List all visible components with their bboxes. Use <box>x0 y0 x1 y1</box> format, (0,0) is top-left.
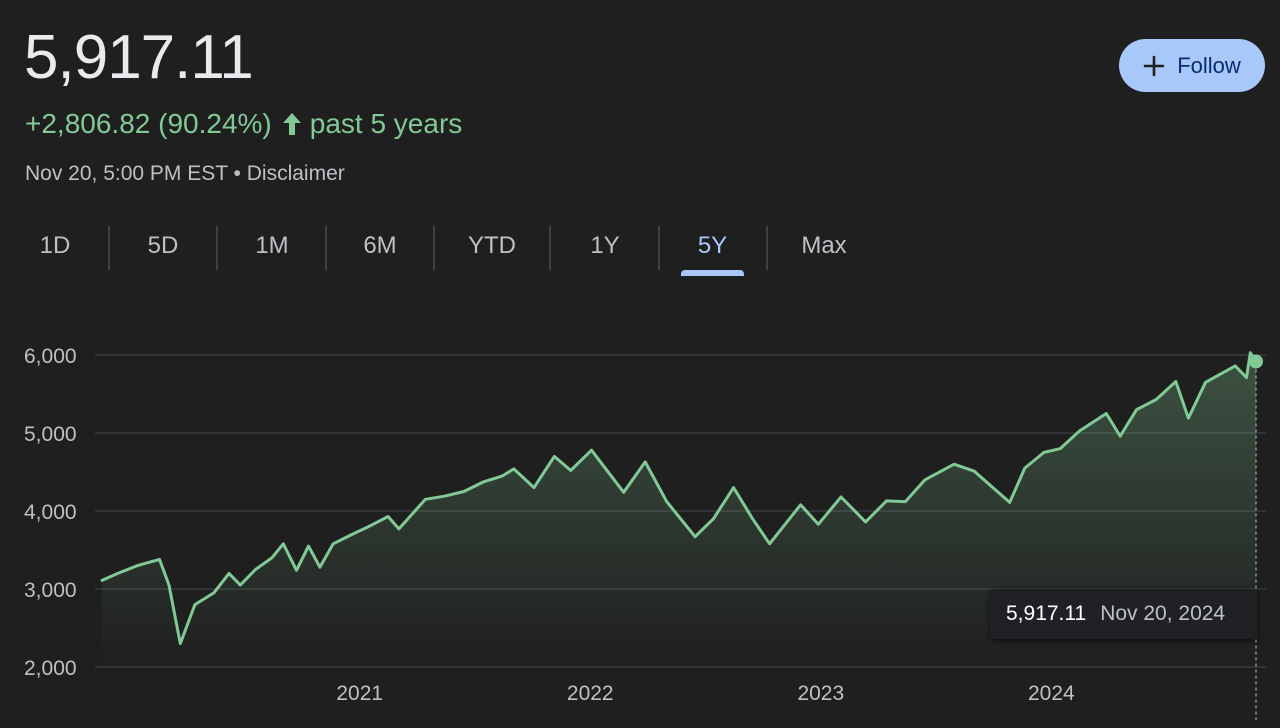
plus-icon <box>1143 55 1165 76</box>
price-area <box>102 352 1256 667</box>
hover-point <box>1249 354 1263 369</box>
tooltip-date: Nov 20, 2024 <box>1100 602 1226 625</box>
timestamp-text: Nov 20, 5:00 PM EST • <box>25 162 241 185</box>
time-range-tabs: 1D 5D 1M 6M YTD 1Y 5Y Max <box>0 222 880 276</box>
follow-label: Follow <box>1177 52 1241 78</box>
price-chart[interactable]: 2,000 3,000 4,000 5,000 6,000 2021 2022 2023 20… <box>0 330 1280 728</box>
y-tick-label: 5,000 <box>24 423 77 446</box>
x-tick-label: 2023 <box>797 682 844 705</box>
y-tick-label: 4,000 <box>24 501 77 524</box>
tab-divider <box>549 226 551 270</box>
tab-max[interactable]: Max <box>801 232 847 259</box>
y-tick-label: 2,000 <box>24 657 77 680</box>
tab-divider <box>216 226 218 270</box>
quote-timestamp: Nov 20, 5:00 PM EST • Disclaimer <box>25 160 345 188</box>
tab-1d[interactable]: 1D <box>39 232 71 259</box>
price-change: +2,806.82 (90.24%) past 5 years <box>25 106 462 142</box>
tab-5y[interactable]: 5Y <box>681 222 744 276</box>
tab-divider <box>108 226 110 270</box>
tab-divider <box>658 226 660 270</box>
tab-divider <box>766 226 768 270</box>
x-tick-label: 2022 <box>567 682 614 705</box>
y-tick-label: 6,000 <box>24 345 77 368</box>
price-value: 5,917.11 <box>24 23 254 92</box>
chart-tooltip: 5,917.11 Nov 20, 2024 <box>990 589 1257 639</box>
tab-divider <box>325 226 327 270</box>
x-tick-label: 2021 <box>336 682 383 705</box>
arrow-up-icon <box>282 113 301 135</box>
tooltip-value: 5,917.11 <box>1006 602 1087 625</box>
price-line <box>100 351 1258 646</box>
y-tick-label: 3,000 <box>24 579 77 602</box>
x-tick-label: 2024 <box>1028 682 1075 705</box>
tab-1m[interactable]: 1M <box>255 232 289 259</box>
tab-5d[interactable]: 5D <box>147 232 179 259</box>
tab-1y[interactable]: 1Y <box>590 232 620 259</box>
change-period: past 5 years <box>309 108 463 139</box>
tab-6m[interactable]: 6M <box>363 232 397 259</box>
selected-tab-indicator <box>681 270 744 276</box>
tab-5y-label: 5Y <box>697 232 728 259</box>
change-amount: +2,806.82 (90.24%) <box>25 108 272 139</box>
follow-button[interactable]: Follow <box>1119 39 1265 92</box>
tab-divider <box>433 226 435 270</box>
disclaimer-link[interactable]: Disclaimer <box>246 162 345 185</box>
tab-ytd[interactable]: YTD <box>468 232 516 259</box>
